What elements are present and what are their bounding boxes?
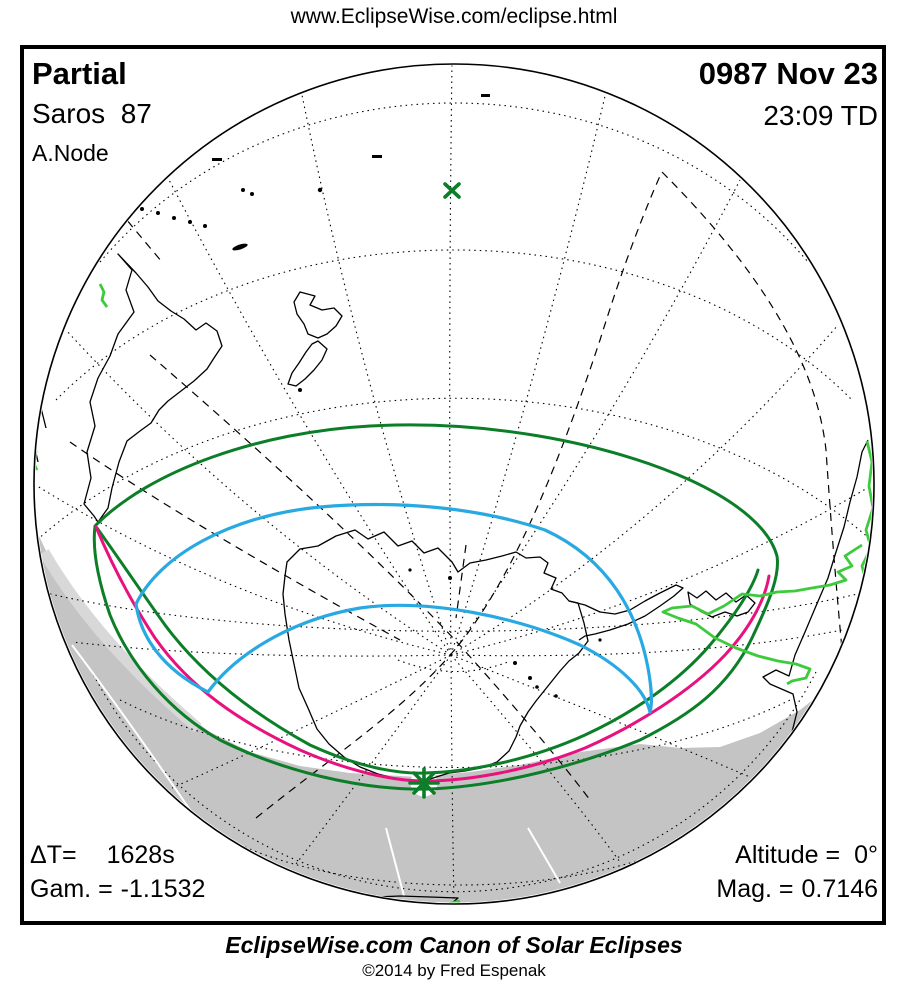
altitude-row: Altitude = 0° — [735, 841, 878, 870]
magnitude-value: 0.7146 — [801, 875, 878, 903]
gamma-value: -1.1532 — [120, 875, 206, 903]
eclipse-time: 23:09 TD — [763, 100, 878, 131]
saros-label: Saros 87 — [32, 98, 152, 129]
rise-set-curves — [134, 502, 653, 714]
australia-outline — [83, 253, 223, 523]
dashed-great-circles — [69, 171, 859, 819]
rise-set-curve-lower — [206, 603, 652, 714]
delta-t-row: ΔT= 1628s — [30, 841, 175, 870]
subsolar-point-marker — [443, 182, 461, 199]
globe-limb — [33, 63, 875, 905]
altitude-label: Altitude = — [735, 841, 841, 869]
gamma-label: Gam. = — [30, 875, 113, 903]
altitude-value: 0° — [854, 841, 878, 869]
antarctica-outline — [282, 529, 589, 782]
rise-set-curve-upper — [134, 502, 653, 714]
page-url-text: www.EclipseWise.com/eclipse.html — [290, 5, 618, 28]
delta-t-label: ΔT= — [30, 841, 77, 869]
night-shading — [38, 462, 873, 903]
antarctic-peninsula-outline — [568, 584, 684, 641]
delta-t-value: 1628s — [106, 841, 175, 869]
footer-copyright: ©2014 by Fred Espenak — [362, 961, 546, 980]
rise-set-curve-left-hook — [134, 602, 210, 694]
magnitude-row: Mag. = 0.7146 — [716, 875, 878, 904]
eclipse-type-label: Partial — [32, 56, 127, 91]
limb-coast-fragments — [35, 317, 47, 463]
penumbra-outer-limit-curve — [92, 423, 780, 791]
gamma-row: Gam. = -1.1532 — [30, 875, 205, 904]
new-zealand-north-island — [293, 291, 343, 339]
magnitude-label: Mag. = — [716, 875, 794, 903]
new-zealand-south-island — [287, 340, 328, 387]
node-label: A.Node — [32, 140, 109, 166]
eclipse-date: 0987 Nov 23 — [698, 56, 878, 91]
footer-title: EclipseWise.com Canon of Solar Eclipses — [225, 932, 683, 958]
greatest-eclipse-marker — [408, 767, 440, 799]
south-america-coast — [762, 439, 869, 811]
